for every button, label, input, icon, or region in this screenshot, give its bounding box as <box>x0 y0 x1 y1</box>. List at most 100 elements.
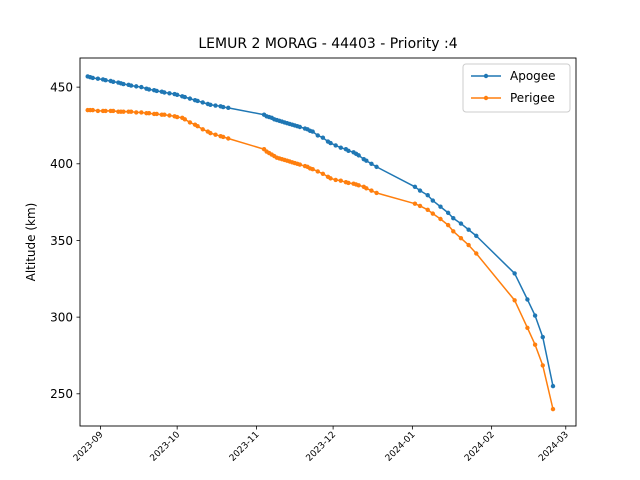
data-point-apogee <box>103 78 108 83</box>
data-point-apogee <box>346 148 351 153</box>
data-point-apogee <box>297 124 303 130</box>
data-point-perigee <box>90 107 95 113</box>
data-point-perigee <box>333 177 338 183</box>
data-point-apogee <box>356 153 361 158</box>
x-tick-label: 2023-10 <box>149 430 183 464</box>
y-tick-label: 400 <box>50 157 73 171</box>
data-point-perigee <box>512 298 517 303</box>
data-point-perigee <box>174 114 180 120</box>
data-point-perigee <box>167 113 172 118</box>
series-line-perigee <box>87 109 554 410</box>
y-axis: 250 300 350 400 450 <box>50 80 80 401</box>
data-point-perigee <box>532 342 538 347</box>
data-point-apogee <box>550 383 556 389</box>
y-tick-label: 450 <box>50 80 73 94</box>
data-point-apogee <box>154 88 159 94</box>
data-point-apogee <box>466 227 471 232</box>
data-point-perigee <box>111 108 116 114</box>
data-point-apogee <box>328 140 333 146</box>
data-point-apogee <box>430 198 436 203</box>
data-point-perigee <box>128 109 134 114</box>
data-point-apogee <box>128 83 134 88</box>
data-point-perigee <box>139 110 144 115</box>
legend-marker-apogee <box>483 73 489 79</box>
y-tick-label: 350 <box>50 234 73 248</box>
data-point-apogee <box>162 90 167 95</box>
data-point-apogee <box>213 103 218 108</box>
x-tick-label: 2023-11 <box>228 430 262 464</box>
y-axis-label: Altitude (km) <box>24 203 38 282</box>
data-point-perigee <box>540 363 545 368</box>
data-point-apogee <box>458 221 464 226</box>
series-line-apogee <box>87 75 554 387</box>
data-point-perigee <box>208 130 213 136</box>
data-point-apogee <box>338 145 343 150</box>
data-point-apogee <box>182 94 188 100</box>
data-point-apogee <box>445 210 451 216</box>
y-tick-label: 300 <box>50 310 73 324</box>
data-point-apogee <box>369 161 374 166</box>
data-point-apogee <box>310 129 315 134</box>
data-point-perigee <box>412 201 418 206</box>
data-point-apogee <box>320 135 326 140</box>
plot-area <box>85 74 556 412</box>
data-point-apogee <box>315 133 320 138</box>
x-tick-label: 2024-02 <box>463 430 497 464</box>
data-point-perigee <box>425 207 430 212</box>
data-point-apogee <box>540 334 545 340</box>
data-point-perigee <box>346 180 351 186</box>
data-point-apogee <box>139 84 144 90</box>
x-tick-label: 2024-01 <box>384 430 418 464</box>
data-point-apogee <box>412 184 418 189</box>
plot-frame <box>79 57 577 427</box>
data-point-perigee <box>182 117 188 122</box>
data-point-perigee <box>338 178 343 183</box>
y-tick-label: 250 <box>50 387 73 401</box>
data-point-apogee <box>438 204 443 209</box>
data-point-apogee <box>425 193 430 198</box>
data-point-perigee <box>458 235 464 241</box>
data-point-apogee <box>134 84 139 89</box>
legend-label-apogee: Apogee <box>510 69 556 83</box>
data-point-apogee <box>90 75 95 81</box>
data-point-perigee <box>154 111 159 117</box>
data-point-apogee <box>226 105 231 111</box>
data-point-apogee <box>417 188 423 193</box>
data-point-perigee <box>195 124 200 129</box>
data-point-perigee <box>95 108 101 114</box>
data-point-perigee <box>364 186 369 191</box>
chart-title: LEMUR 2 MORAG - 44403 - Priority :4 <box>198 36 457 52</box>
data-point-perigee <box>320 171 326 176</box>
data-point-perigee <box>466 242 471 248</box>
legend: Apogee Perigee <box>462 63 571 113</box>
data-point-perigee <box>226 136 231 141</box>
data-point-apogee <box>200 100 205 105</box>
data-point-perigee <box>328 176 333 181</box>
data-point-apogee <box>208 102 213 107</box>
data-point-apogee <box>474 233 479 239</box>
data-point-apogee <box>195 98 200 104</box>
data-point-perigee <box>200 127 205 132</box>
data-point-apogee <box>532 313 538 318</box>
data-point-perigee <box>220 134 226 140</box>
legend-label-perigee: Perigee <box>510 91 555 105</box>
data-point-perigee <box>550 406 556 412</box>
data-point-perigee <box>315 169 320 174</box>
data-point-perigee <box>430 211 436 216</box>
x-tick-label: 2024-03 <box>537 430 571 464</box>
x-axis: 2023-09 2023-10 2023-11 2023-12 2024-01 2024-… <box>72 426 571 464</box>
legend-marker-perigee <box>483 95 489 101</box>
data-point-apogee <box>187 96 193 101</box>
data-point-apogee <box>220 104 226 110</box>
data-point-apogee <box>95 76 101 81</box>
data-point-perigee <box>103 108 108 114</box>
data-point-perigee <box>162 112 167 117</box>
data-point-apogee <box>512 271 517 276</box>
data-point-apogee <box>111 79 116 84</box>
x-tick-label: 2023-12 <box>305 430 339 464</box>
data-point-apogee <box>121 81 126 87</box>
data-point-perigee <box>451 229 456 234</box>
data-point-perigee <box>438 216 443 222</box>
data-point-perigee <box>374 190 379 196</box>
